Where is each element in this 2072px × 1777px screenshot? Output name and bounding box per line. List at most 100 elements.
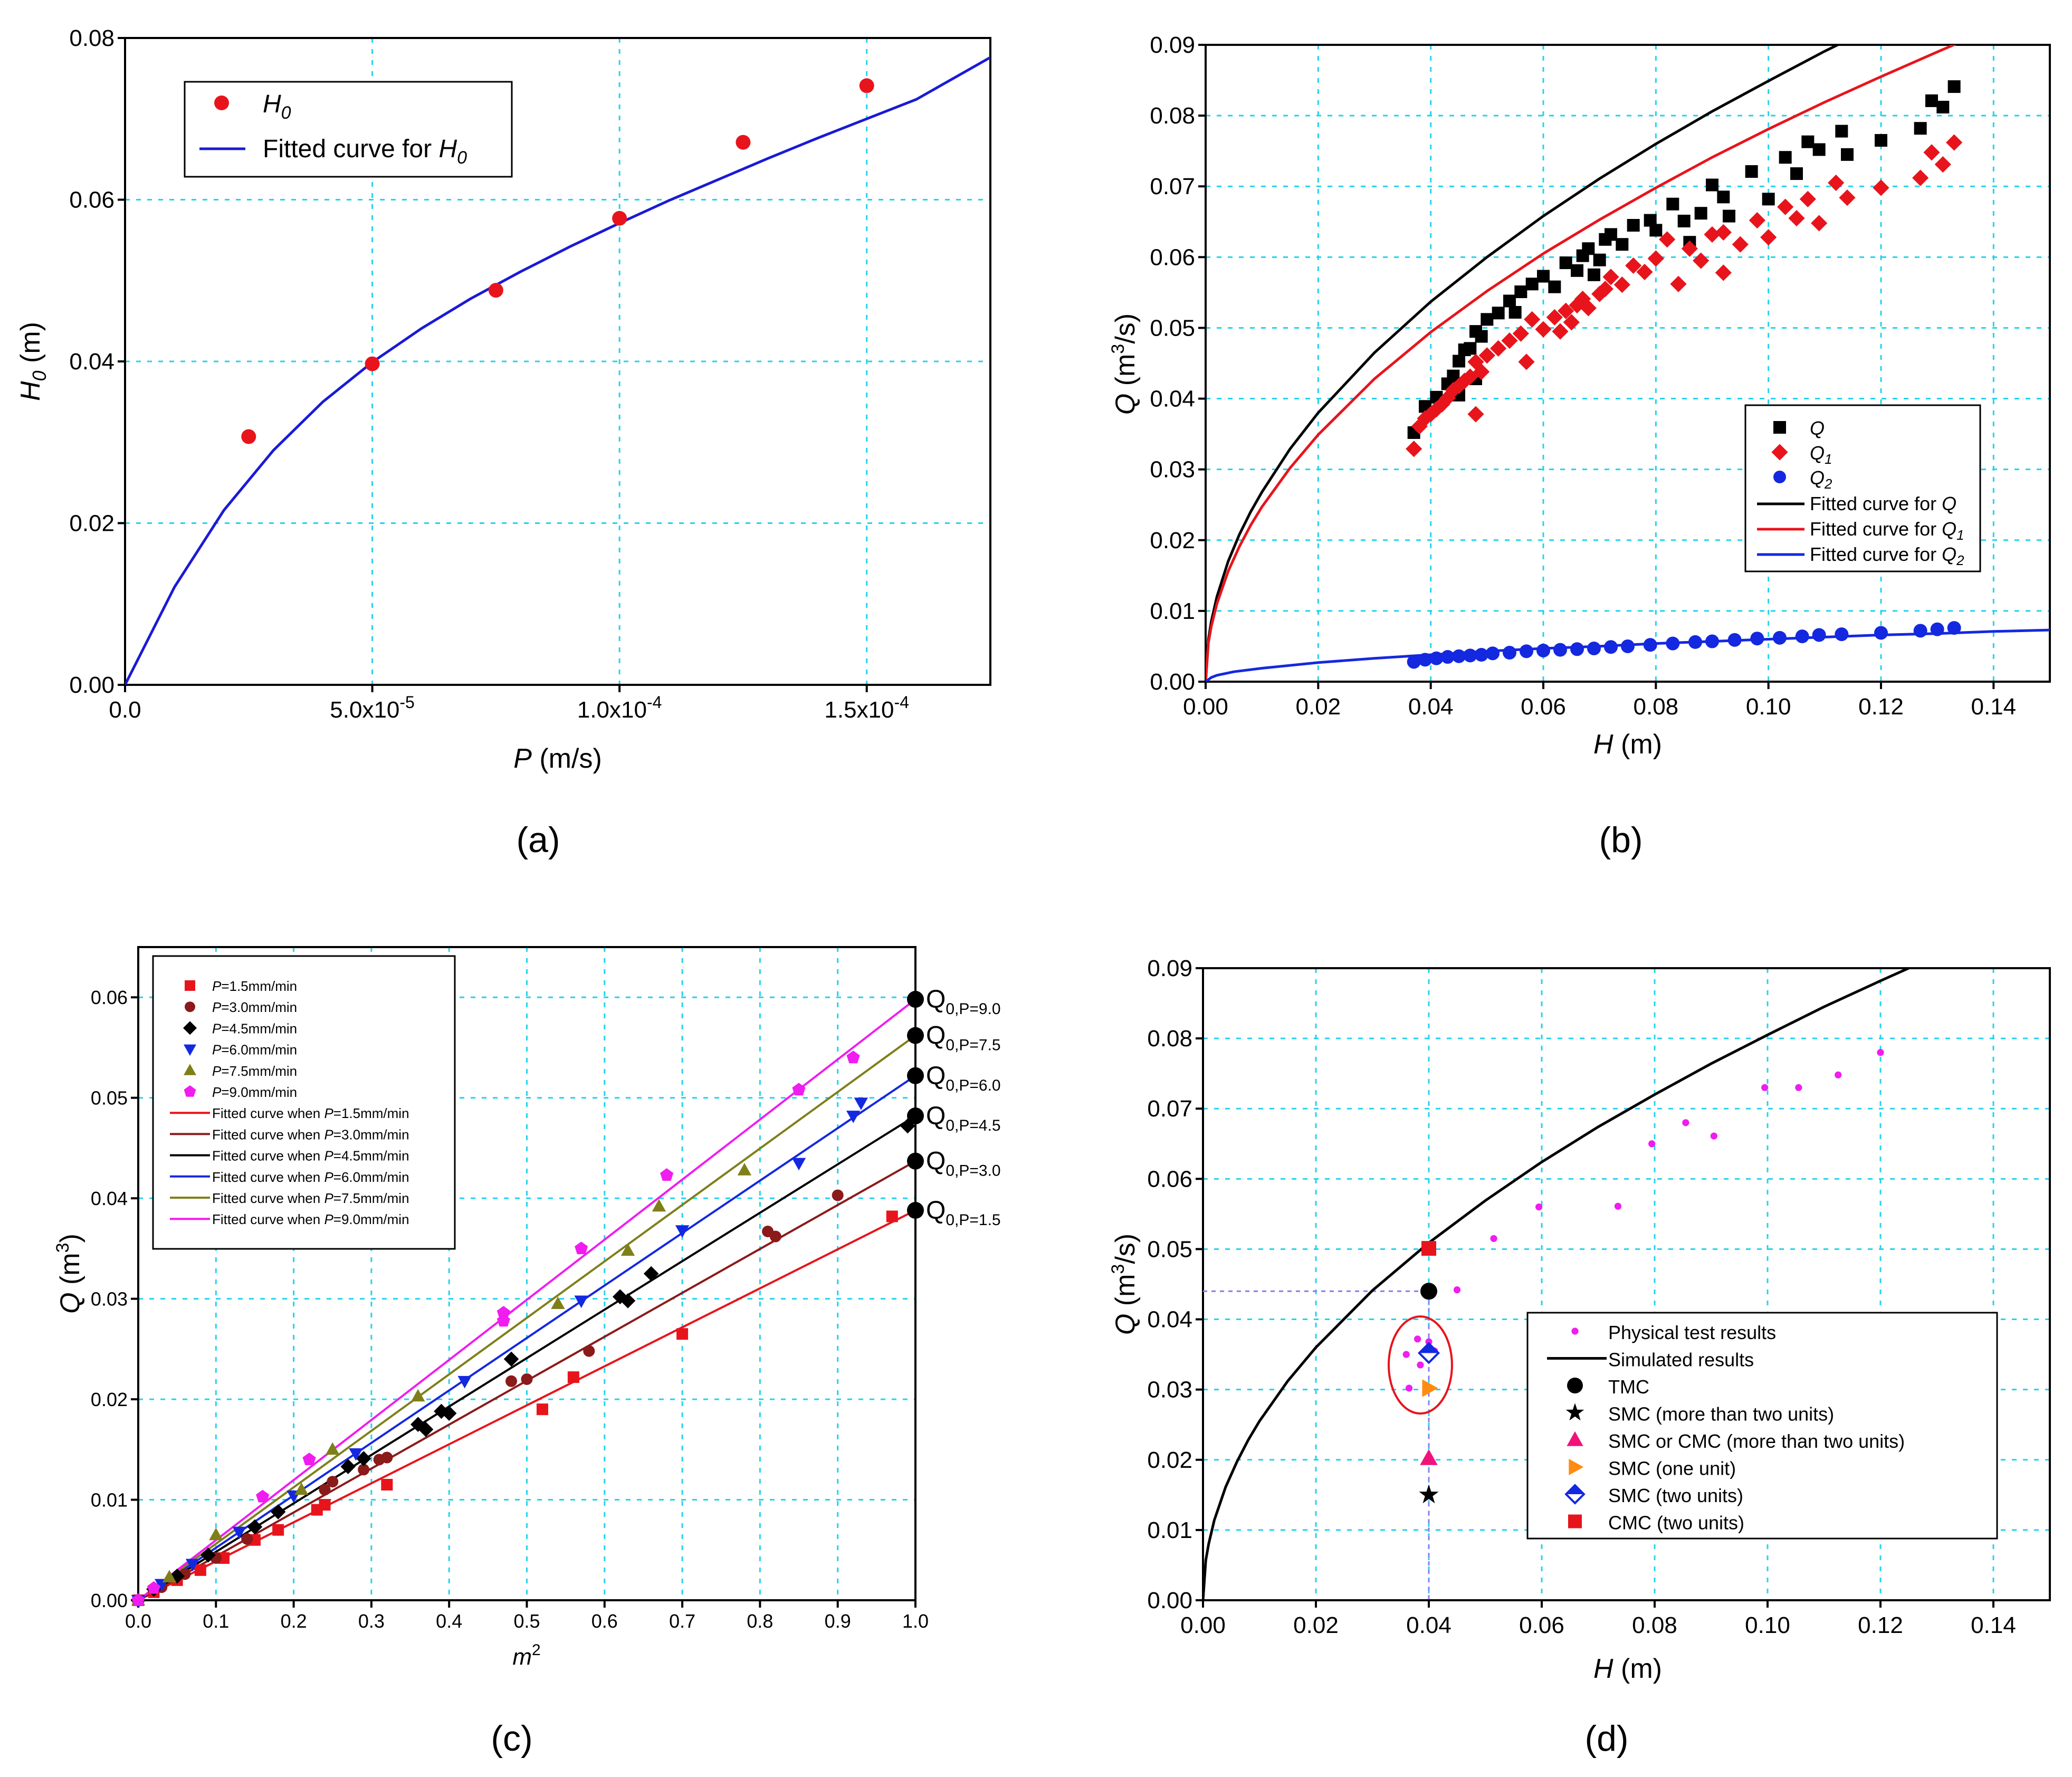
point-q — [1835, 125, 1848, 138]
legend-box — [1526, 1312, 1998, 1540]
q0-end-label: Q0,P=3.0 — [926, 1148, 1001, 1180]
marker-smc-or-cmc-more-than-two-units- — [1420, 1449, 1438, 1465]
point-series-1 — [241, 1533, 253, 1545]
x-tick-label: 1.5x10-4 — [824, 693, 909, 723]
point-q1 — [1478, 347, 1495, 364]
fit-line-group — [125, 56, 990, 685]
x-tick-label: 0.4 — [436, 1610, 462, 1632]
point-q1 — [1546, 309, 1563, 326]
h0-point — [488, 283, 503, 298]
point-q2 — [1874, 626, 1888, 640]
legend-label-4: SMC or CMC (more than two units) — [1608, 1430, 1905, 1452]
physical-test-point — [1648, 1140, 1656, 1148]
y-tick-label: 0.04 — [69, 349, 114, 375]
y-tick-label: 0.03 — [1147, 1377, 1192, 1403]
point-series-1 — [505, 1375, 518, 1387]
y-tick-label: 0.06 — [91, 987, 128, 1008]
point-q2 — [1773, 630, 1787, 645]
point-q — [1588, 268, 1600, 281]
legend-d: Physical test results Simulated results TM… — [1526, 1312, 1998, 1540]
legend-label-7: CMC (two units) — [1608, 1512, 1744, 1534]
legend-label-6: Fitted curve when P=1.5mm/min — [212, 1105, 409, 1121]
legend-box — [152, 955, 456, 1250]
legend-label-q1: Q1 — [1810, 442, 1832, 467]
q0-end-label: Q0,P=6.0 — [926, 1062, 1001, 1094]
point-q2 — [1643, 638, 1657, 652]
y-tick-label: 0.04 — [91, 1188, 128, 1209]
x-tick-label: 0.7 — [669, 1610, 695, 1632]
marker-smc-one-unit- — [1422, 1379, 1438, 1397]
legend-label-q: Q — [1810, 417, 1825, 439]
x-tick-label: 0.12 — [1858, 694, 1904, 720]
point-q — [1745, 165, 1758, 178]
point-q2 — [1463, 648, 1477, 663]
q0-end-point — [907, 1027, 924, 1044]
legend-marker-4 — [1567, 1431, 1583, 1446]
x-tick-label: 0.00 — [1183, 694, 1228, 720]
y-tick-label: 0.06 — [1147, 1166, 1192, 1192]
physical-test-point — [1425, 1338, 1433, 1345]
y-tick-label: 0.04 — [1150, 386, 1195, 412]
point-q1 — [1760, 229, 1777, 246]
point-series-3 — [232, 1526, 246, 1540]
physical-test-point — [1614, 1202, 1622, 1210]
y-tick-label: 0.01 — [91, 1489, 128, 1511]
legend-marker-6 — [1564, 1484, 1586, 1505]
legend-label-4: P=7.5mm/min — [212, 1063, 297, 1079]
physical-test-point — [1682, 1119, 1689, 1126]
point-series-3 — [675, 1225, 690, 1238]
point-q1 — [1552, 323, 1569, 340]
point-q1 — [1828, 174, 1845, 192]
point-q2 — [1666, 636, 1680, 651]
y-tick-label: 0.00 — [1147, 1588, 1192, 1613]
legend-marker-3 — [1565, 1403, 1584, 1421]
x-tick-label: 0.2 — [281, 1610, 307, 1632]
x-axis-label: H (m) — [1593, 1654, 1662, 1684]
point-q2 — [1688, 635, 1702, 649]
panel-label-a: (a) — [516, 820, 560, 860]
point-q2 — [1604, 640, 1618, 654]
y-tick-label: 0.05 — [91, 1087, 128, 1109]
point-q1 — [1681, 240, 1698, 257]
y-tick-label: 0.00 — [69, 672, 114, 698]
point-series-3 — [574, 1295, 588, 1308]
point-series-0 — [676, 1328, 689, 1340]
q0-end-point — [907, 1107, 924, 1124]
point-series-5 — [575, 1241, 588, 1255]
legend-marker-h0 — [214, 95, 229, 110]
point-q2 — [1913, 624, 1927, 638]
physical-test-point — [1835, 1071, 1842, 1078]
point-q — [1762, 193, 1775, 206]
h0-point — [612, 211, 627, 226]
point-q1 — [1873, 179, 1889, 196]
point-q — [1717, 190, 1730, 204]
legend-label-0: P=1.5mm/min — [212, 978, 297, 994]
point-q1 — [1422, 406, 1439, 423]
legend-label-1: P=3.0mm/min — [212, 999, 297, 1015]
y-axis-label: Q (m3/s) — [1108, 1234, 1141, 1335]
q0-end-label: Q0,P=1.5 — [926, 1197, 1001, 1229]
legend-label-5: P=9.0mm/min — [212, 1084, 297, 1100]
y-tick-label: 0.02 — [1147, 1447, 1192, 1473]
point-q — [1875, 134, 1887, 147]
point-q2 — [1947, 621, 1961, 635]
point-series-2 — [270, 1504, 286, 1520]
legend-marker-3 — [184, 1044, 196, 1056]
point-series-5 — [792, 1083, 806, 1096]
point-q1 — [1811, 215, 1828, 232]
point-q1 — [1501, 332, 1518, 349]
marker-smc-two-units--fill — [1419, 1343, 1439, 1353]
chart-b: 0.00 0.02 0.04 0.06 0.08 0.10 0.12 0.14 0.00 0.01… — [1108, 32, 2051, 760]
point-q2 — [1835, 627, 1849, 642]
legend-marker-q — [1773, 421, 1786, 434]
point-q2 — [1705, 634, 1719, 648]
point-q1 — [1693, 252, 1710, 269]
physical-test-point — [1761, 1084, 1769, 1091]
x-axis-label: H (m) — [1593, 729, 1662, 760]
point-q2 — [1486, 646, 1500, 661]
point-q2 — [1452, 649, 1466, 663]
point-series-1 — [583, 1345, 595, 1357]
point-q — [1537, 270, 1550, 283]
